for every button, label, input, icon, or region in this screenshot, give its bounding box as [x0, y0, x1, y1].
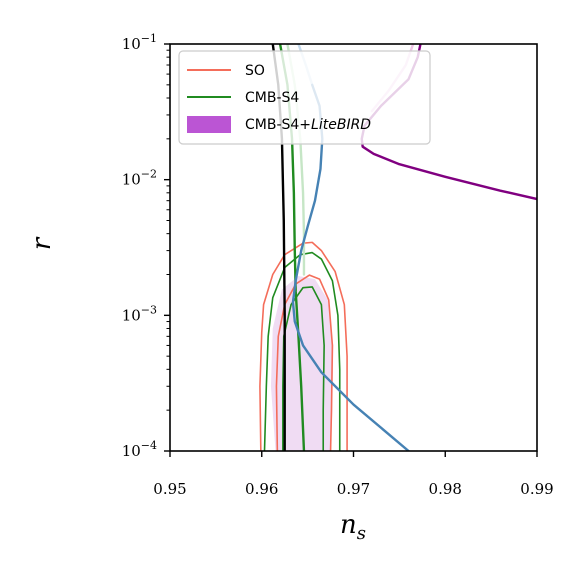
cmbs4-contour-95: [263, 251, 341, 451]
x-tick-label: 0.99: [520, 480, 553, 498]
axis-ticks: 0.95 0.96 0.97 0.98 0.99 10−1 10−2 10−3 10−4: [122, 32, 554, 498]
x-tick-label: 0.98: [429, 480, 462, 498]
x-axis-label: ns: [340, 510, 366, 544]
litebird-contour-95: [270, 275, 334, 451]
so-contour-68: [275, 274, 334, 451]
plot-frame: [169, 43, 538, 452]
legend-label: SO: [245, 63, 265, 79]
y-axis-label: r: [27, 236, 57, 250]
axis-labels: ns r: [27, 236, 366, 544]
cmbs4-contour-68: [282, 286, 325, 451]
x-tick-label: 0.95: [153, 480, 186, 498]
y-tick-label: 10−3: [122, 303, 157, 324]
y-tick-label: 10−2: [122, 168, 157, 189]
y-tick-label: 10−1: [122, 32, 157, 53]
legend: SO CMB-S4 CMB-S4+LiteBIRD: [178, 50, 431, 145]
so-contour-95: [259, 241, 348, 451]
legend-patch: [187, 116, 231, 133]
legend-label: CMB-S4: [245, 90, 299, 106]
x-tick-label: 0.97: [337, 480, 370, 498]
x-tick-label: 0.96: [245, 480, 278, 498]
legend-label: CMB-S4+LiteBIRD: [245, 117, 371, 133]
y-tick-label: 10−4: [122, 439, 157, 460]
legend-frame: [178, 50, 431, 145]
